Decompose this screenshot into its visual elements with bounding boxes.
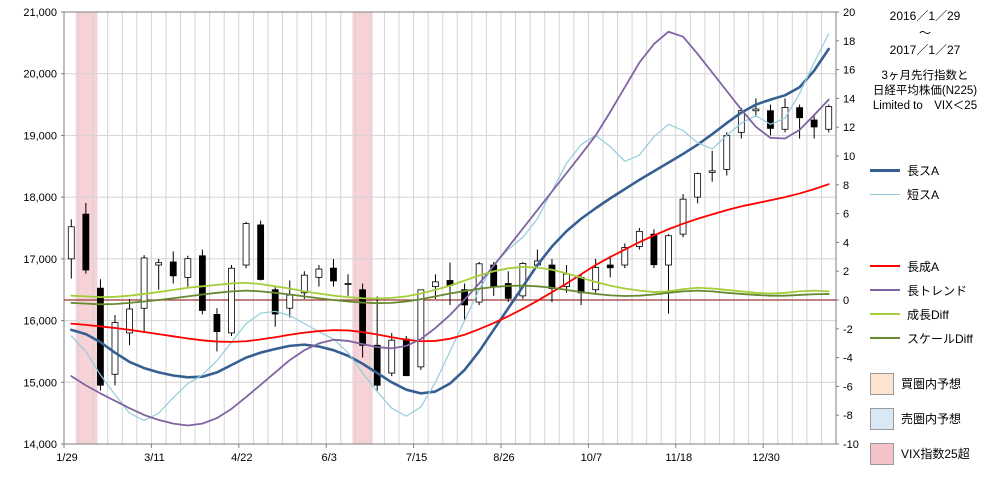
svg-text:3/11: 3/11 xyxy=(144,452,165,464)
legend-item-tansu-a: 短スA xyxy=(866,182,984,206)
legend-label-kai-kennai-yoso: 買圏内予想 xyxy=(901,377,962,391)
svg-text:-6: -6 xyxy=(843,381,853,393)
svg-text:12: 12 xyxy=(843,122,855,134)
svg-text:16,000: 16,000 xyxy=(23,316,57,328)
chart-plot-area: 14,000 15,000 16,000 17,000 18,000 19,000 20,0… xyxy=(23,7,859,464)
chart-legend: 長スA 短スA 長成A 長トレンド 成長Diff スケールDiff xyxy=(866,158,984,471)
side-panel: 2016／1／29 ～ 2017／1／27 3ヶ月先行指数と 日経平均株価(N2… xyxy=(866,0,984,481)
legend-label-scale-diff: スケールDiff xyxy=(907,331,973,346)
date-range-tilde: ～ xyxy=(918,26,931,40)
svg-text:0: 0 xyxy=(843,295,849,307)
svg-text:7/15: 7/15 xyxy=(406,452,427,464)
legend-item-kai-kennai-yoso: 買圏内予想 xyxy=(866,366,984,401)
legend-item-chosu-a: 長スA xyxy=(866,158,984,182)
svg-text:21,000: 21,000 xyxy=(23,7,57,19)
svg-text:11/18: 11/18 xyxy=(665,452,692,464)
svg-text:17,000: 17,000 xyxy=(23,254,57,266)
svg-text:6: 6 xyxy=(843,209,849,221)
svg-text:18,000: 18,000 xyxy=(23,192,57,204)
svg-text:15,000: 15,000 xyxy=(23,377,57,389)
svg-text:10: 10 xyxy=(843,151,855,163)
svg-text:1/29: 1/29 xyxy=(56,452,77,464)
legend-item-seicho-diff: 成長Diff xyxy=(866,302,984,326)
chart-subtitle: Limited to VIX＜25 xyxy=(872,100,978,112)
line-swatch-seicho-diff xyxy=(870,313,900,315)
legend-label-vix-over-25: VIX指数25超 xyxy=(901,447,970,461)
date-range: 2016／1／29 ～ 2017／1／27 xyxy=(866,8,984,59)
svg-text:14: 14 xyxy=(843,93,855,105)
svg-text:20,000: 20,000 xyxy=(23,69,57,81)
line-swatch-chosei-a xyxy=(870,265,900,267)
legend-label-seicho-diff: 成長Diff xyxy=(907,307,949,322)
svg-text:4/22: 4/22 xyxy=(231,452,252,464)
fill-swatch-vix-over-25 xyxy=(870,442,894,465)
legend-label-cho-trend: 長トレンド xyxy=(907,283,968,298)
svg-text:8: 8 xyxy=(843,180,849,192)
svg-text:14,000: 14,000 xyxy=(23,439,57,451)
fill-swatch-uri-kennai-yoso xyxy=(870,407,894,430)
legend-label-chosei-a: 長成A xyxy=(907,259,940,274)
svg-text:6/3: 6/3 xyxy=(322,452,337,464)
svg-text:18: 18 xyxy=(843,36,855,48)
svg-text:-2: -2 xyxy=(843,324,853,336)
svg-text:-8: -8 xyxy=(843,410,853,422)
line-swatch-scale-diff xyxy=(870,337,900,339)
line-swatch-chosu-a xyxy=(870,168,900,172)
legend-label-chosu-a: 長スA xyxy=(907,163,940,178)
legend-item-cho-trend: 長トレンド xyxy=(866,278,984,302)
chart-title-line1: 3ヶ月先行指数と xyxy=(881,70,969,82)
svg-text:16: 16 xyxy=(843,65,855,77)
date-range-end: 2017／1／27 xyxy=(889,43,961,57)
date-range-start: 2016／1／29 xyxy=(889,9,961,23)
chart-title-line2: 日経平均株価(N225) xyxy=(872,85,978,97)
legend-item-scale-diff: スケールDiff xyxy=(866,326,984,350)
svg-text:-4: -4 xyxy=(843,353,853,365)
svg-text:-10: -10 xyxy=(843,439,859,451)
svg-text:2: 2 xyxy=(843,266,849,278)
line-swatch-cho-trend xyxy=(870,289,900,291)
svg-text:8/26: 8/26 xyxy=(493,452,514,464)
svg-text:4: 4 xyxy=(843,237,849,249)
legend-item-uri-kennai-yoso: 売圏内予想 xyxy=(866,401,984,436)
svg-text:12/30: 12/30 xyxy=(752,452,780,464)
legend-item-chosei-a: 長成A xyxy=(866,254,984,278)
line-swatch-tansu-a xyxy=(870,193,900,195)
chart-title: 3ヶ月先行指数と 日経平均株価(N225) Limited to VIX＜25 xyxy=(866,69,984,114)
fill-swatch-kai-kennai-yoso xyxy=(870,372,894,395)
legend-item-vix-over-25: VIX指数25超 xyxy=(866,436,984,471)
legend-label-uri-kennai-yoso: 売圏内予想 xyxy=(901,412,962,426)
legend-label-tansu-a: 短スA xyxy=(907,187,940,202)
svg-text:19,000: 19,000 xyxy=(23,130,57,142)
svg-text:20: 20 xyxy=(843,7,855,19)
svg-text:10/7: 10/7 xyxy=(581,452,602,464)
